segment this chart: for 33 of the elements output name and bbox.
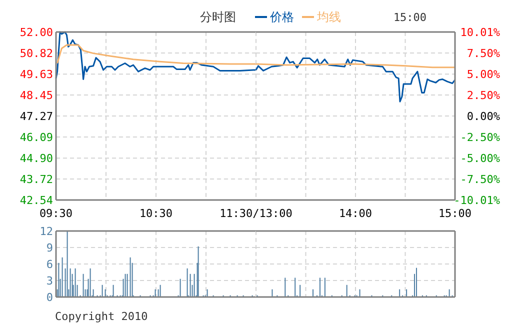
text: 0.00%: [466, 110, 500, 123]
y-tick-label: 3: [46, 274, 53, 288]
text: 2.50%: [466, 89, 500, 102]
y-tick-label: 43.72: [20, 173, 53, 186]
x-tick-label: 09:30: [39, 207, 73, 220]
text: 5.00%: [466, 68, 500, 82]
legend-label: 均线: [316, 10, 341, 24]
x-tick-label: 10:30: [139, 207, 173, 220]
y-tick-label: 50.82: [20, 46, 53, 60]
legend-label: 价格: [269, 10, 294, 24]
y-tick-label: 12: [40, 225, 53, 238]
text: 15:00: [393, 11, 427, 24]
text: Copyright 2010: [55, 310, 148, 323]
y-tick-label: 47.27: [20, 110, 53, 123]
y-tick-label: 49.63: [20, 68, 53, 82]
text: 7.50%: [466, 47, 500, 60]
text: -2.50%: [460, 130, 500, 144]
text: -7.50%: [460, 172, 500, 186]
chart-title: 分时图: [200, 10, 236, 24]
x-tick-label: 11:30/13:00: [220, 207, 292, 220]
y-tick-label: 0: [46, 291, 53, 304]
y-tick-label: 46.09: [20, 130, 53, 144]
y-tick-label: 6: [46, 258, 53, 271]
y-tick-label: 52.00: [20, 26, 53, 39]
text: -5.00%: [460, 152, 500, 165]
x-tick-label: 14:00: [338, 207, 372, 220]
y-tick-label: 9: [46, 242, 53, 254]
y-tick-label: 42.54: [20, 194, 54, 207]
x-tick-label: 15:00: [438, 207, 472, 220]
y-tick-label: 48.45: [20, 89, 53, 102]
text: 10.01%: [460, 26, 500, 39]
text: -10.01%: [454, 194, 500, 207]
y-tick-label: 44.90: [20, 152, 53, 166]
